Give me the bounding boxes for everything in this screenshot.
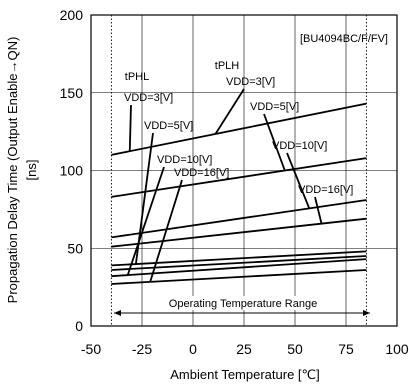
series-line-0	[111, 102, 367, 156]
x-tick-label: 0	[189, 341, 197, 357]
annotation-tplh-vdd3: VDD=3[V]	[226, 76, 275, 88]
annotation-tphl-vdd16: VDD=16[V]	[174, 167, 229, 179]
annotation-leader-3	[149, 179, 183, 283]
annotation-tphl: tPHL	[125, 71, 149, 83]
x-tick-label: 100	[385, 341, 409, 357]
x-tick-label: 50	[287, 341, 303, 357]
x-tick-label: -50	[81, 341, 101, 357]
operating-range-label: Operating Temperature Range	[169, 298, 317, 310]
annotation-tplh: tPLH	[215, 60, 240, 72]
annotation-leaders	[126, 88, 323, 283]
operating-range-lines	[110, 15, 367, 326]
operating-range-label-bg	[150, 296, 338, 310]
annotation-tplh-vdd10: VDD=10[V]	[272, 140, 327, 152]
operating-range-arrowhead-left	[114, 310, 121, 316]
y-tick-label: 100	[60, 163, 84, 179]
annotation-leader-0	[128, 104, 132, 152]
series-line-7	[111, 269, 367, 285]
chart-tag: [BU4094BC/F/FV]	[300, 33, 388, 45]
plot-frame	[90, 14, 398, 327]
annotation-tplh-vdd16: VDD=16[V]	[298, 184, 353, 196]
series-line-6	[111, 258, 367, 278]
curves	[111, 102, 367, 285]
annotation-tphl-vdd5: VDD=5[V]	[144, 120, 193, 132]
y-axis-unit: [ns]	[24, 160, 39, 181]
y-tick-label: 150	[60, 85, 84, 101]
x-tick-label: 25	[236, 341, 252, 357]
grid-lines	[91, 15, 397, 326]
x-tick-label: 75	[338, 341, 354, 357]
annotation-leader-6	[286, 152, 311, 209]
operating-range-arrowhead-right	[363, 310, 370, 316]
series-line-1	[111, 157, 367, 198]
series-line-4	[111, 250, 367, 267]
x-axis-label: Ambient Temperature [℃]	[170, 367, 319, 382]
series-line-2	[111, 199, 367, 239]
series-line-3	[111, 217, 367, 248]
annotation-tphl-vdd3: VDD=3[V]	[124, 92, 173, 104]
y-tick-label: 50	[67, 240, 83, 256]
annotation-leader-2	[126, 166, 165, 276]
y-axis-label: Propagation Delay Time (Output Enable→QN…	[5, 37, 20, 304]
annotation-leader-5	[263, 113, 286, 171]
x-tick-label: -25	[132, 341, 152, 357]
annotation-leader-4	[214, 88, 245, 135]
annotation-tplh-vdd5: VDD=5[V]	[250, 101, 299, 113]
y-tick-label: 200	[60, 7, 84, 23]
tick-labels: -50 -25 0 25 50 75 100 0 50 100 150 200	[60, 7, 409, 357]
annotation-leader-7	[314, 196, 323, 224]
y-tick-label: 0	[75, 318, 83, 334]
annotation-tphl-vdd10: VDD=10[V]	[157, 154, 212, 166]
